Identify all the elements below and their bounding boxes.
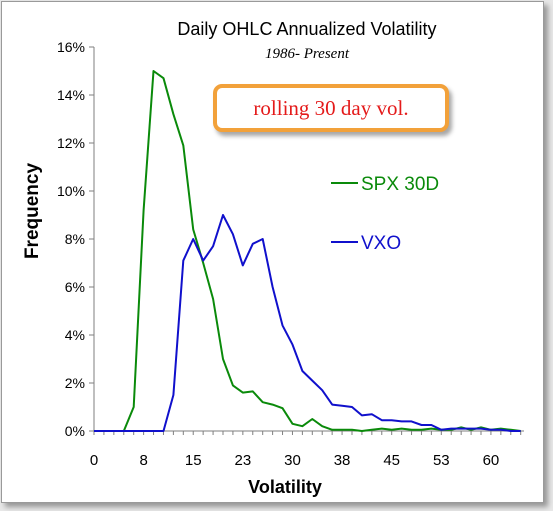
annotation-text: rolling 30 day vol.	[253, 95, 409, 120]
y-tick-label: 0%	[65, 423, 85, 439]
legend-label: SPX 30D	[361, 174, 439, 195]
series-lines	[94, 70, 521, 432]
x-tick-label: 15	[185, 452, 202, 469]
y-tick-label: 10%	[57, 183, 85, 199]
x-tick-label: 30	[284, 452, 301, 469]
x-tick-label: 23	[235, 452, 252, 469]
y-tick-label: 6%	[65, 279, 85, 295]
y-tick-label: 2%	[65, 375, 85, 391]
x-axis-label: Volatility	[248, 477, 322, 497]
y-axis-label: Frequency	[22, 163, 43, 260]
y-tick-label: 4%	[65, 327, 85, 343]
x-tick-label: 0	[90, 452, 98, 469]
axes: 0% 2% 4% 6% 8% 10% 12% 14% 16% 0 8 15 23 30 38 45 53 60	[57, 39, 524, 469]
y-tick-label: 14%	[57, 87, 85, 103]
annotation-callout: rolling 30 day vol.	[213, 84, 449, 132]
x-tick-label: 38	[334, 452, 351, 469]
y-tick-label: 8%	[65, 231, 85, 247]
y-tick-label: 16%	[57, 39, 85, 55]
x-tick-label: 8	[139, 452, 147, 469]
x-tick-label: 60	[483, 452, 500, 469]
x-tick-label: 53	[433, 452, 450, 469]
chart-title: Daily OHLC Annualized Volatility	[177, 19, 436, 39]
chart-subtitle: 1986- Present	[265, 46, 350, 62]
legend-label: VXO	[361, 233, 401, 254]
series-line-vxo	[94, 214, 521, 432]
y-tick-label: 12%	[57, 135, 85, 151]
legend: SPX 30D VXO	[331, 174, 439, 254]
x-tick-label: 45	[383, 452, 400, 469]
